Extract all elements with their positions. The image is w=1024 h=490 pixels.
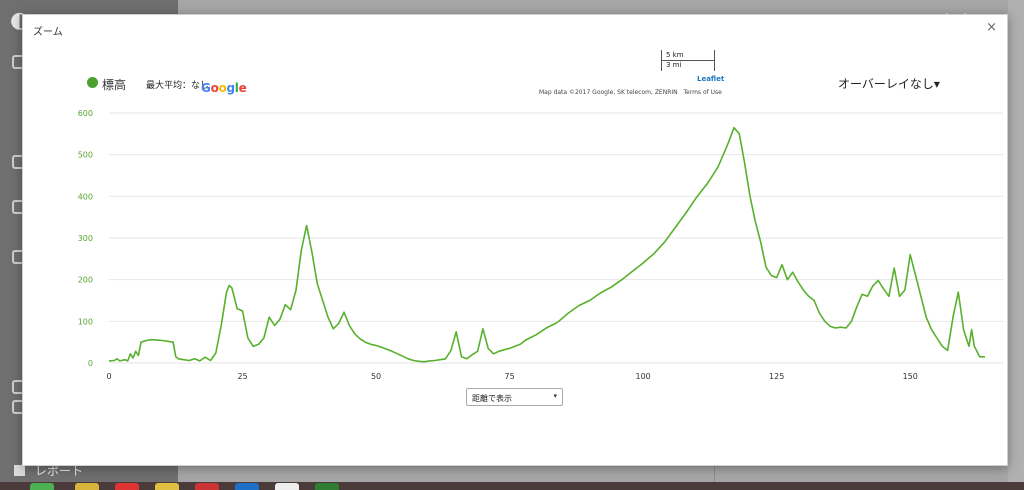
report-icon bbox=[14, 465, 25, 476]
taskbar-app-icon[interactable] bbox=[155, 483, 179, 490]
y-tick-label: 200 bbox=[78, 276, 93, 285]
taskbar-app-icon[interactable] bbox=[115, 483, 139, 490]
x-tick-label: 0 bbox=[106, 372, 111, 381]
x-tick-label: 50 bbox=[371, 372, 381, 381]
sidebar-item-report[interactable]: レポート bbox=[14, 462, 83, 479]
x-tick-label: 75 bbox=[505, 372, 515, 381]
scale-km: 5 km bbox=[666, 51, 684, 59]
y-tick-label: 100 bbox=[78, 317, 93, 326]
y-tick-label: 300 bbox=[78, 234, 93, 243]
overlay-select[interactable]: オーバーレイなし▾ bbox=[838, 77, 940, 91]
map-scale: 5 km 3 mi bbox=[661, 50, 715, 71]
close-icon[interactable]: × bbox=[986, 20, 997, 35]
chevron-down-icon: ▾ bbox=[553, 392, 557, 400]
elevation-chart: 0 100 200 300 400 500 600 0 25 50 75 100 125 150 bbox=[78, 109, 1003, 381]
x-axis: 0 25 50 75 100 125 150 bbox=[106, 372, 917, 381]
modal-title: ズーム bbox=[33, 27, 63, 38]
taskbar-app-icon[interactable] bbox=[75, 483, 99, 490]
x-tick-label: 25 bbox=[237, 372, 247, 381]
legend-label: 標高 bbox=[102, 78, 127, 92]
scale-divider bbox=[662, 60, 714, 61]
max-average-label: 最大平均：なし bbox=[146, 81, 210, 91]
y-tick-label: 0 bbox=[88, 359, 93, 368]
legend-dot-icon bbox=[87, 77, 98, 88]
map-attribution: Map data ©2017 Google, SK telecom, ZENRI… bbox=[539, 89, 722, 96]
taskbar bbox=[0, 482, 1024, 490]
y-tick-label: 400 bbox=[78, 192, 93, 201]
taskbar-app-icon[interactable] bbox=[315, 483, 339, 490]
leaflet-link[interactable]: Leaflet bbox=[697, 75, 725, 83]
zoom-modal: ズーム × 5 km 3 mi Leaflet Map data ©2017 G… bbox=[22, 14, 1008, 466]
elevation-series-line bbox=[108, 126, 985, 363]
scale-mi: 3 mi bbox=[666, 61, 682, 69]
x-tick-label: 100 bbox=[636, 372, 651, 381]
y-tick-label: 500 bbox=[78, 151, 93, 160]
taskbar-app-icon[interactable] bbox=[275, 483, 299, 490]
distance-display-select[interactable]: 距離で表示 ▾ bbox=[466, 388, 563, 406]
background-divider bbox=[714, 466, 715, 486]
taskbar-app-icon[interactable] bbox=[235, 483, 259, 490]
y-axis: 0 100 200 300 400 500 600 bbox=[78, 109, 93, 368]
y-tick-label: 600 bbox=[78, 109, 93, 118]
google-logo: Google bbox=[201, 81, 247, 95]
terms-link[interactable]: Terms of Use bbox=[683, 89, 722, 96]
chart-grid bbox=[109, 112, 1003, 364]
taskbar-app-icon[interactable] bbox=[195, 483, 219, 490]
taskbar-app-icon[interactable] bbox=[30, 483, 54, 490]
background-scrollbar bbox=[1008, 0, 1024, 490]
x-tick-label: 125 bbox=[769, 372, 784, 381]
x-tick-label: 150 bbox=[903, 372, 918, 381]
